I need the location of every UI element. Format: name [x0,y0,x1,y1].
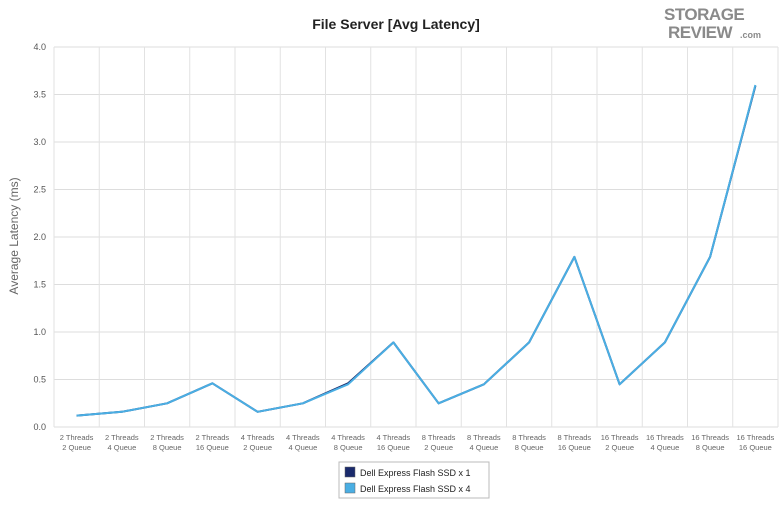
logo-suffix: .com [740,30,761,40]
x-tick-label: 16 Threads 4 Queue [646,433,684,452]
storagereview-logo: STORAGE REVIEW .com [664,5,761,42]
x-tick-label: 16 Threads 2 Queue [601,433,639,452]
legend-swatch-series-1 [344,466,356,478]
y-tick-label: 2.0 [33,232,46,242]
series-line-2 [76,84,757,417]
grid [53,46,779,428]
legend-box [338,461,490,499]
x-tick-label: 4 Threads 4 Queue [286,433,320,452]
y-tick-label: 4.0 [33,42,46,52]
y-axis-label: Average Latency (ms) [7,177,21,294]
x-tick-label: 2 Threads 4 Queue [105,433,139,452]
y-tick-label: 1.5 [33,280,46,290]
series-lines [76,84,757,417]
legend-label-series-2: Dell Express Flash SSD x 4 [360,484,471,494]
x-tick-label: 4 Threads 16 Queue [377,433,411,452]
x-tick-label: 8 Threads 2 Queue [422,433,456,452]
x-tick-label: 16 Threads 16 Queue [736,433,774,452]
x-axis-ticks: 2 Threads 2 Queue 2 Threads 4 Queue 2 Thread… [60,433,775,452]
x-tick-label: 16 Threads 8 Queue [691,433,729,452]
legend-label-series-1: Dell Express Flash SSD x 1 [360,468,471,478]
logo-line1: STORAGE [664,5,744,24]
legend: Dell Express Flash SSD x 1 Dell Express … [338,461,490,499]
y-tick-label: 0.0 [33,422,46,432]
y-tick-label: 2.5 [33,185,46,195]
y-tick-label: 3.5 [33,90,46,100]
y-tick-label: 3.0 [33,137,46,147]
x-tick-label: 8 Threads 8 Queue [512,433,546,452]
y-tick-label: 1.0 [33,327,46,337]
logo-line2: REVIEW [668,23,734,42]
x-tick-label: 8 Threads 4 Queue [467,433,501,452]
x-tick-label: 4 Threads 2 Queue [241,433,275,452]
x-tick-label: 4 Threads 8 Queue [331,433,365,452]
x-tick-label: 8 Threads 16 Queue [558,433,592,452]
x-tick-label: 2 Threads 16 Queue [196,433,230,452]
chart-title: File Server [Avg Latency] [312,16,480,32]
y-axis-ticks: 0.0 0.5 1.0 1.5 2.0 2.5 3.0 3.5 4.0 [33,42,46,432]
y-tick-label: 0.5 [33,375,46,385]
legend-swatch-series-2 [344,482,356,494]
x-tick-label: 2 Threads 8 Queue [150,433,184,452]
x-tick-label: 2 Threads 2 Queue [60,433,94,452]
